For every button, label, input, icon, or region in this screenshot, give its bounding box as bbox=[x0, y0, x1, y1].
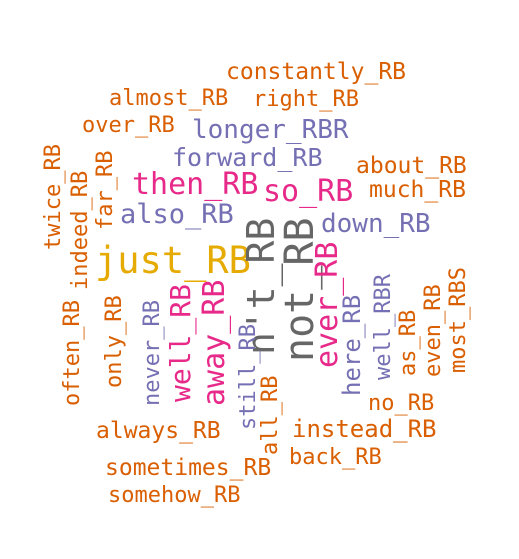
word-much: much_RB bbox=[369, 177, 466, 203]
word-far: far_RB bbox=[93, 150, 118, 230]
word-almost: almost_RB bbox=[109, 86, 229, 111]
word-all: all_RB bbox=[258, 375, 283, 455]
word-somehow: somehow_RB bbox=[108, 483, 241, 508]
word-no: still_RB bbox=[236, 324, 261, 430]
word-over: over_RB bbox=[82, 113, 175, 138]
word-forward: forward_RB bbox=[172, 143, 323, 172]
word-longer: longer_RBR bbox=[192, 115, 349, 145]
word-down: down_RB bbox=[321, 209, 431, 239]
word-sometimes: sometimes_RB bbox=[105, 455, 272, 481]
word-also: also_RB bbox=[120, 199, 234, 230]
word-about: about_RB bbox=[356, 153, 467, 179]
word-so: so_RB bbox=[263, 174, 354, 209]
word-wellrbr: well_RBR bbox=[371, 274, 396, 380]
word-never: never_RB bbox=[140, 300, 165, 406]
word-even: even_RB bbox=[421, 284, 446, 377]
word-most: most_RBS bbox=[446, 267, 471, 373]
word-back: back_RB bbox=[289, 445, 382, 470]
word-as: as_RB bbox=[396, 309, 421, 376]
word-just: just_RB bbox=[95, 239, 251, 282]
word-then: then_RB bbox=[132, 167, 259, 202]
word-away: away_RB bbox=[197, 279, 232, 406]
word-here: here_RB bbox=[338, 294, 366, 396]
word-instead: instead_RB bbox=[292, 415, 437, 443]
word-well: well_RB bbox=[164, 283, 197, 402]
word-indeed: indeed_RB bbox=[68, 170, 93, 290]
word-constantly: constantly_RB bbox=[226, 59, 407, 85]
word-only: only_RB bbox=[102, 295, 127, 388]
word-often: often_RB bbox=[60, 300, 85, 406]
word-still: no_RB bbox=[368, 391, 435, 416]
word-always: always_RB bbox=[96, 418, 221, 444]
word-right: right_RB bbox=[253, 87, 359, 112]
word-twice: twice_RB bbox=[41, 144, 66, 250]
